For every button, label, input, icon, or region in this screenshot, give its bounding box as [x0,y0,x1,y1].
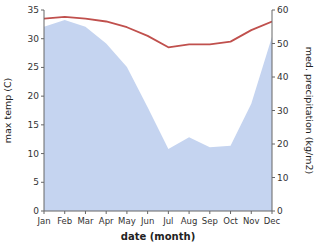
x-tick-label: Feb [57,216,72,226]
y-tick [41,124,44,125]
x-axis-label: date (month) [121,231,195,242]
y2-tick-label: 20 [277,139,289,149]
y-tick-label: 0 [33,206,39,216]
x-tick-label: Jun [140,216,154,226]
y2-tick-label: 60 [277,5,289,15]
x-tick [251,211,252,214]
x-axis-line [44,211,272,212]
x-tick [44,211,45,214]
y-tick [41,96,44,97]
y2-tick [272,10,275,11]
x-tick [106,211,107,214]
y2-tick [272,177,275,178]
x-tick [168,211,169,214]
y2-tick-label: 0 [277,206,283,216]
y-tick [41,10,44,11]
x-tick-label: May [118,216,136,226]
x-tick-label: Sep [202,216,218,226]
y2-tick [272,110,275,111]
y2-tick-label: 50 [277,39,289,49]
x-tick [272,211,273,214]
x-tick-label: Dec [264,216,281,226]
y-tick [41,38,44,39]
y-tick-label: 20 [28,91,40,101]
chart: 0 5 10 15 20 25 30 35 0 10 20 30 40 50 60 Jan Feb Mar Apr M… [0,0,318,247]
y2-tick-label: 40 [277,72,289,82]
x-tick-label: Nov [243,216,260,226]
y2-tick [272,77,275,78]
x-tick-label: Aug [181,216,198,226]
y-tick-label: 5 [33,177,39,187]
y-tick-label: 25 [28,62,39,72]
background [0,0,318,247]
x-tick [85,211,86,214]
x-tick-label: Jan [36,216,50,226]
y-axis-label: max temp (C) [2,78,13,144]
y-tick-label: 15 [28,120,39,130]
y-tick-label: 10 [28,149,40,159]
y-tick-label: 35 [28,5,39,15]
y-axis-line [44,10,45,211]
x-tick-label: Oct [223,216,238,226]
x-tick [126,211,127,214]
y-tick-label: 30 [28,34,40,44]
x-tick-label: Jul [162,216,173,226]
x-tick [209,211,210,214]
y2-axis-label: med. precipitation (kg/m2) [304,47,315,174]
x-tick [147,211,148,214]
y2-tick-label: 10 [277,173,289,183]
y-tick [41,67,44,68]
y-tick [41,153,44,154]
x-tick [230,211,231,214]
x-tick-label: Apr [99,216,114,226]
precip-area [44,20,272,211]
x-tick-label: Mar [77,216,94,226]
y2-tick-label: 30 [277,106,289,116]
plot-area [44,17,272,211]
y2-tick [272,43,275,44]
y-tick [41,182,44,183]
y2-tick [272,144,275,145]
temp-line [44,17,272,47]
x-tick [64,211,65,214]
x-tick [189,211,190,214]
